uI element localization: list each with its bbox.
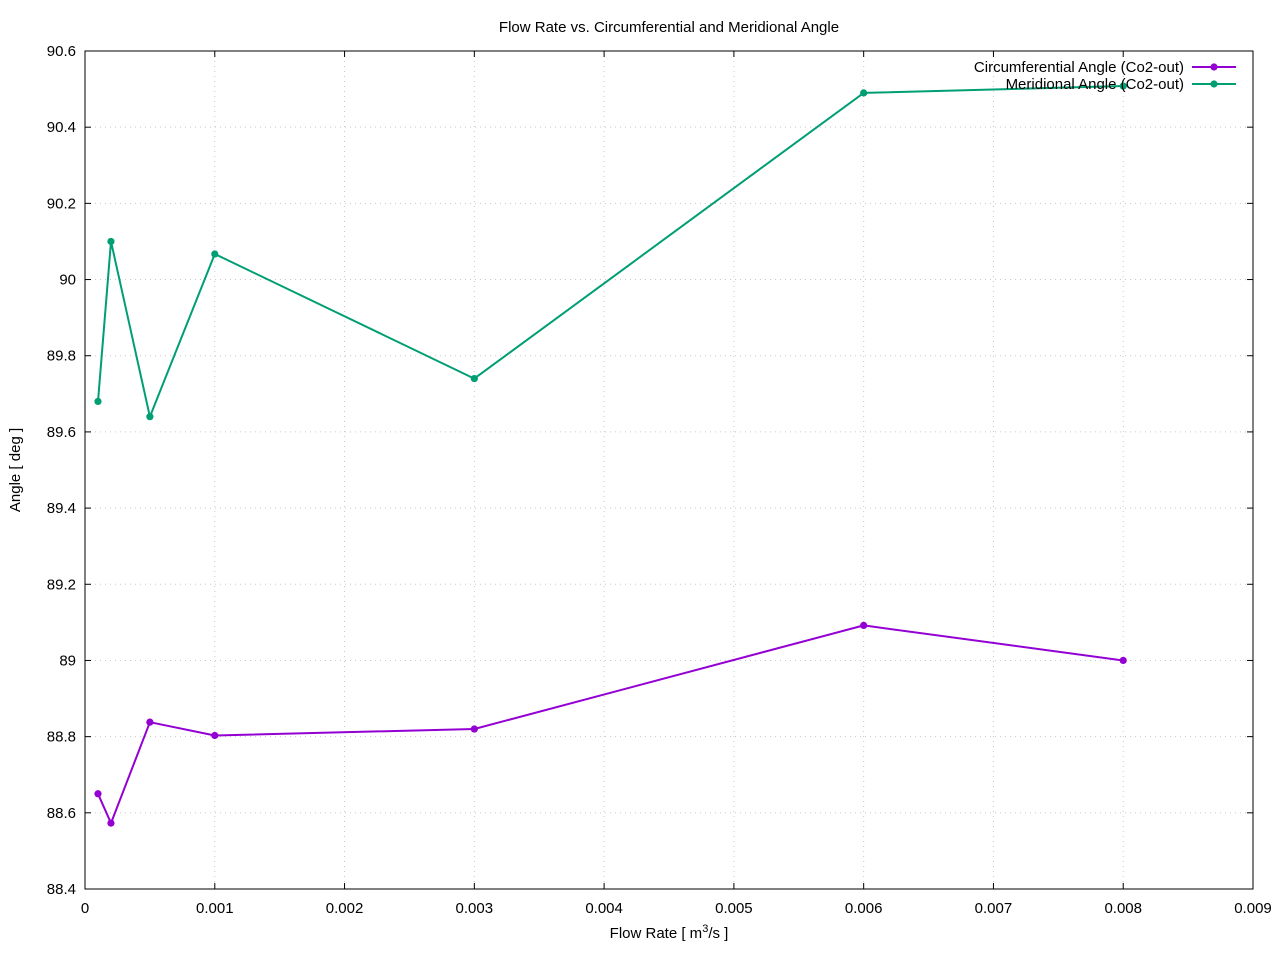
legend: Circumferential Angle (Co2-out)Meridiona… (974, 59, 1236, 93)
x-tick-label: 0.005 (715, 900, 753, 917)
legend-label: Meridional Angle (Co2-out) (1006, 76, 1184, 93)
y-tick-label: 89 (59, 652, 76, 669)
legend-swatch-point (1210, 80, 1218, 88)
axis-ticks (84, 50, 1254, 890)
data-point (1119, 82, 1127, 90)
y-tick-label: 88.4 (47, 881, 76, 898)
data-point (211, 250, 219, 258)
data-point (107, 237, 115, 246)
y-tick-label: 88.6 (47, 805, 76, 822)
series-line (97, 85, 1124, 418)
legend-item: Circumferential Angle (Co2-out) (974, 59, 1236, 76)
y-tick-label: 90.2 (47, 195, 76, 212)
x-tick-label: 0.006 (845, 900, 883, 917)
tick-labels: 0 0.001 0.002 0.003 0.004 0.005 0.006 0.007 0.00… (47, 43, 1272, 917)
x-tick-label: 0 (81, 900, 89, 917)
data-point (860, 621, 868, 630)
legend-swatch-point (1210, 63, 1218, 71)
data-point (1119, 656, 1127, 665)
x-tick-label: 0.002 (326, 900, 364, 917)
data-point (107, 819, 115, 827)
x-tick-label: 0.007 (975, 900, 1013, 917)
data-point (860, 89, 868, 97)
grid (85, 51, 1253, 889)
data-point (211, 731, 219, 740)
y-axis-label: Angle [ deg ] (7, 428, 24, 512)
y-tick-label: 90.4 (47, 119, 76, 136)
legend-label: Circumferential Angle (Co2-out) (974, 59, 1184, 76)
x-axis-label-tail: /s ] (708, 925, 728, 942)
x-tick-label: 0.008 (1104, 900, 1142, 917)
data-point (470, 725, 478, 733)
data-point (470, 374, 478, 383)
data-point (94, 790, 102, 798)
data-point (146, 413, 154, 421)
y-tick-label: 88.8 (47, 729, 76, 746)
y-tick-label: 89.4 (47, 500, 76, 517)
x-axis-label: Flow Rate [ m3/s ] (610, 923, 729, 942)
series-group (94, 82, 1127, 827)
y-tick-label: 89.8 (47, 348, 76, 365)
plot-border (84, 50, 1254, 890)
x-tick-label: 0.003 (456, 900, 494, 917)
data-point (94, 397, 102, 406)
y-tick-label: 90.6 (47, 43, 76, 60)
y-tick-label: 90 (59, 272, 76, 289)
series-1 (94, 621, 1127, 827)
x-tick-label: 0.001 (196, 900, 234, 917)
y-tick-label: 89.2 (47, 576, 76, 593)
data-point (146, 718, 154, 726)
chart-title: Flow Rate vs. Circumferential and Meridi… (499, 19, 839, 36)
series-2 (94, 82, 1127, 421)
legend-item: Meridional Angle (Co2-out) (1006, 76, 1236, 93)
series-line (97, 624, 1124, 825)
x-axis-label-main: Flow Rate [ m (610, 925, 703, 942)
y-tick-label: 89.6 (47, 424, 76, 441)
x-axis-label-superscript: 3 (702, 923, 708, 935)
x-tick-label: 0.004 (585, 900, 623, 917)
x-tick-label: 0.009 (1234, 900, 1272, 917)
